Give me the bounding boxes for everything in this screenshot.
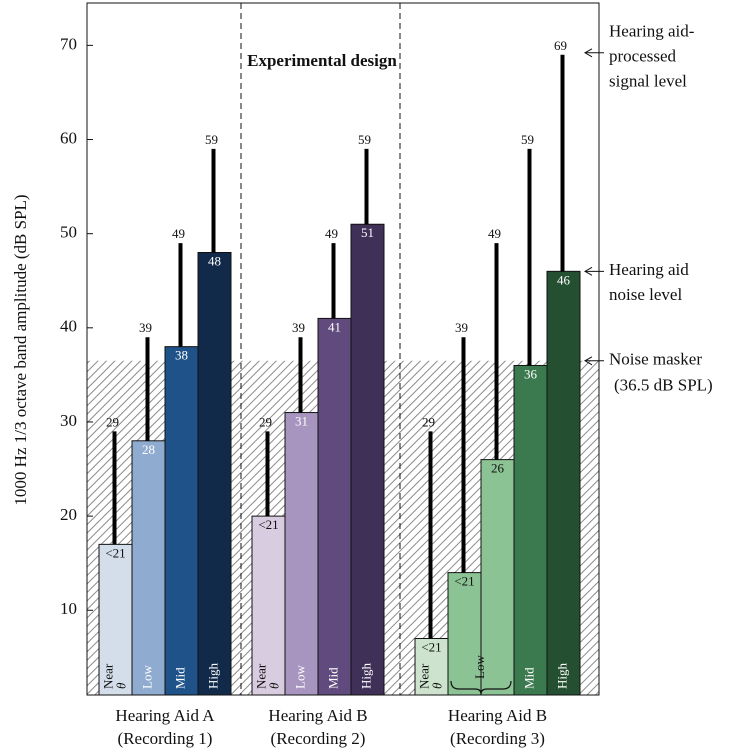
category-label: High [358,663,373,690]
category-label: High [554,663,569,690]
group-label: Hearing Aid A [115,706,215,725]
bar [546,270,581,696]
span-brace [450,680,512,695]
signal-arrow-head [583,48,593,58]
y-tick-label: 40 [60,317,77,336]
bar [317,317,352,696]
y-axis-label: 1000 Hz 1/3 octave band amplitude (dB SP… [11,194,30,505]
group-label: Hearing Aid B [448,706,547,725]
signal-label: 59 [205,132,218,147]
bar [480,459,515,696]
chart-title: Experimental design [247,51,397,70]
bar [98,543,133,696]
signal-label: 49 [172,226,185,241]
noise-arrow-head [583,266,593,276]
y-tick-label: 70 [60,34,77,53]
annotation: Noise masker [609,350,702,369]
noise-label: <21 [421,639,441,654]
category-label: Mid [521,667,536,689]
annotation: signal level [609,72,687,91]
signal-label: 69 [554,38,567,53]
noise-label: 31 [295,414,308,429]
y-tick-label: 60 [60,128,77,147]
category-label: θ [429,682,444,689]
category-label: θ [266,682,281,689]
category-label: Low [292,665,307,689]
noise-label: 28 [142,442,155,457]
group-label: (Recording 2) [271,729,366,748]
bar [197,251,232,696]
signal-label: 29 [422,414,435,429]
bar [131,440,166,696]
category-label: Mid [172,667,187,689]
annotation: (36.5 dB SPL) [614,376,713,395]
signal-label: 59 [521,132,534,147]
signal-label: 49 [325,226,338,241]
category-label: Mid [325,667,340,689]
category-label: Near [416,663,431,689]
y-tick-label: 50 [60,223,77,242]
annotation: Hearing aid- [609,22,695,41]
plot-frame [86,2,600,696]
annotation: noise level [609,285,682,304]
category-label: Near [100,663,115,689]
category-label: Low [139,665,154,689]
noise-label: 48 [208,253,221,268]
signal-label: 59 [358,132,371,147]
category-label: Near [253,663,268,689]
category-label: High [205,663,220,690]
group-label: (Recording 1) [118,729,213,748]
bar [513,364,548,696]
signal-label: 39 [139,320,152,335]
bar [447,572,482,696]
bar [164,346,199,696]
annotation: Hearing aid [609,260,689,279]
signal-label: 39 [455,320,468,335]
group-label: Hearing Aid B [268,706,367,725]
y-tick-label: 20 [60,505,77,524]
bar [350,223,385,696]
masker-arrow-head [583,356,593,366]
signal-label: 39 [292,320,305,335]
bar [284,412,319,696]
group-label: (Recording 3) [450,729,545,748]
annotation: processed [609,47,677,66]
bar [251,515,286,696]
noise-label: <21 [105,545,125,560]
noise-label: 36 [524,366,538,381]
category-label: Low [472,655,487,679]
signal-label: 29 [259,414,272,429]
noise-label: 41 [328,319,341,334]
y-tick-label: 10 [60,599,77,618]
noise-label: <21 [454,574,474,589]
noise-label: <21 [258,517,278,532]
signal-label: 49 [488,226,501,241]
signal-label: 29 [106,414,119,429]
noise-label: 38 [175,348,188,363]
noise-label: 51 [361,225,374,240]
noise-label: 26 [491,461,505,476]
category-label: θ [113,682,128,689]
y-tick-label: 30 [60,411,77,430]
noise-label: 46 [557,272,571,287]
